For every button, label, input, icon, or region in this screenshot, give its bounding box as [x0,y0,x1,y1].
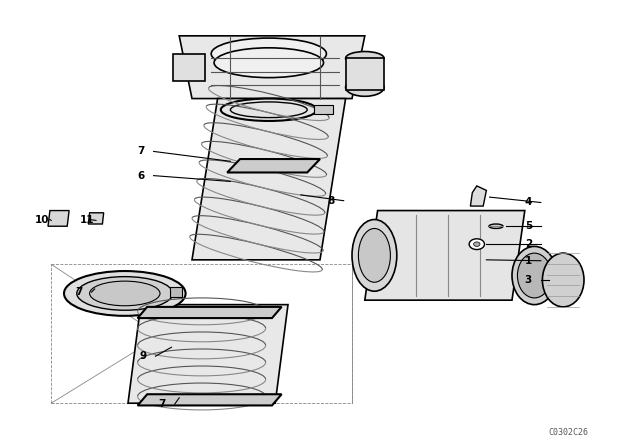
Text: 9: 9 [140,351,147,361]
Text: 2: 2 [525,239,532,249]
Text: 7: 7 [76,287,83,297]
Ellipse shape [214,48,323,78]
Ellipse shape [211,38,326,69]
Text: 11: 11 [80,215,95,225]
Text: 5: 5 [525,221,532,231]
Ellipse shape [358,228,390,282]
Ellipse shape [51,212,64,218]
Polygon shape [170,287,182,297]
Polygon shape [470,186,486,206]
Text: 8: 8 [328,196,335,206]
Text: 6: 6 [138,171,145,181]
Polygon shape [346,58,384,90]
Ellipse shape [221,99,317,121]
Polygon shape [192,99,346,260]
Polygon shape [365,211,525,300]
Text: 7: 7 [159,399,166,409]
Ellipse shape [512,246,557,305]
Ellipse shape [64,271,186,316]
Polygon shape [227,159,320,172]
Circle shape [474,242,480,246]
Polygon shape [314,105,333,114]
Polygon shape [138,307,282,318]
Ellipse shape [346,78,384,96]
Text: C0302C26: C0302C26 [549,428,589,437]
Text: 10: 10 [35,215,50,225]
Ellipse shape [346,52,384,65]
Ellipse shape [90,281,160,306]
Polygon shape [48,211,69,226]
Ellipse shape [489,224,503,228]
Ellipse shape [352,220,397,291]
Text: 1: 1 [525,256,532,266]
Ellipse shape [543,253,584,307]
Text: 3: 3 [525,275,532,285]
Polygon shape [88,213,104,224]
Polygon shape [128,305,288,403]
Circle shape [469,239,484,250]
Text: 4: 4 [525,198,532,207]
Ellipse shape [517,253,552,298]
Polygon shape [138,394,282,405]
Polygon shape [173,54,205,81]
Ellipse shape [77,276,173,310]
Polygon shape [179,36,365,99]
Text: 7: 7 [138,146,145,156]
